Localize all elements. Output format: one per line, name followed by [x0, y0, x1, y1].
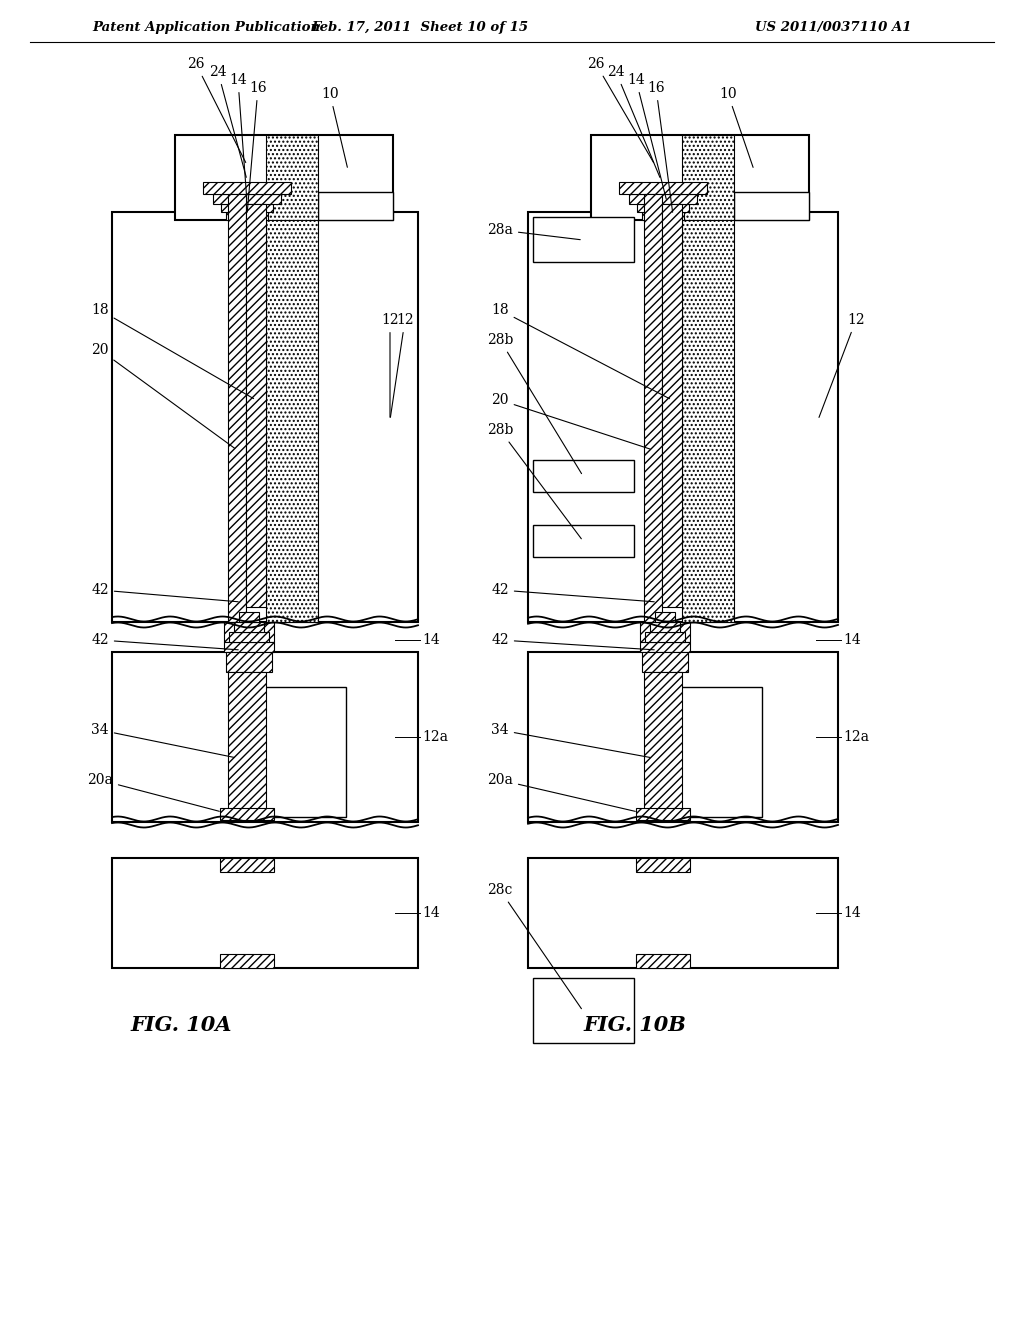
Bar [642, 652, 688, 672]
Text: 14: 14 [229, 73, 247, 199]
Text: 14: 14 [843, 634, 861, 647]
Bar [662, 205, 682, 607]
Bar [644, 672, 682, 812]
Bar [591, 135, 809, 220]
Text: FIG. 10A: FIG. 10A [130, 1015, 231, 1035]
Bar [534, 216, 634, 261]
Text: 28b: 28b [486, 422, 582, 539]
Bar [220, 954, 274, 968]
Bar [175, 135, 393, 220]
Bar [203, 182, 291, 194]
Text: 24: 24 [209, 65, 247, 177]
Bar [534, 978, 634, 1043]
Text: 42: 42 [492, 634, 654, 649]
Bar [239, 612, 259, 622]
Bar [220, 808, 274, 820]
Bar [636, 858, 690, 873]
Bar [636, 954, 690, 968]
Text: 12: 12 [819, 313, 865, 417]
Text: 18: 18 [492, 304, 670, 399]
Text: 20: 20 [492, 393, 650, 449]
Text: 28a: 28a [487, 223, 581, 240]
Bar [636, 808, 690, 820]
Bar [637, 205, 689, 213]
Bar [640, 622, 690, 642]
Text: 34: 34 [91, 723, 234, 758]
Text: 12: 12 [381, 313, 398, 417]
Text: 20: 20 [91, 343, 234, 449]
Text: Feb. 17, 2011  Sheet 10 of 15: Feb. 17, 2011 Sheet 10 of 15 [311, 21, 528, 33]
Text: 24: 24 [607, 65, 659, 177]
Text: Patent Application Publication: Patent Application Publication [92, 21, 321, 33]
Bar [220, 858, 274, 873]
Text: 26: 26 [187, 57, 246, 162]
Bar [734, 191, 809, 220]
Bar [645, 632, 685, 642]
Bar [528, 213, 838, 622]
Text: 26: 26 [587, 57, 653, 162]
Bar [650, 622, 680, 632]
Bar [682, 135, 734, 220]
Bar [534, 525, 634, 557]
Text: 18: 18 [91, 304, 254, 399]
Bar [228, 194, 246, 622]
Bar [221, 205, 273, 213]
Text: 16: 16 [647, 81, 673, 213]
Bar [213, 194, 281, 205]
Bar [682, 220, 734, 622]
Bar [229, 632, 269, 642]
Text: 10: 10 [719, 87, 753, 168]
Bar [644, 194, 662, 622]
Bar [234, 622, 264, 632]
Text: 16: 16 [247, 81, 267, 213]
Bar [640, 642, 690, 652]
Bar [655, 612, 675, 622]
Bar [226, 213, 268, 220]
Text: 28b: 28b [486, 333, 582, 474]
Text: 12a: 12a [422, 730, 449, 744]
Text: 12: 12 [390, 313, 414, 417]
Bar [112, 652, 418, 822]
Bar [112, 858, 418, 968]
Bar [534, 459, 634, 492]
Bar [266, 220, 318, 622]
Bar [618, 182, 707, 194]
Text: 34: 34 [492, 723, 650, 758]
Bar [266, 135, 318, 220]
Bar [528, 652, 838, 822]
Bar [228, 672, 266, 812]
Text: 10: 10 [322, 87, 347, 168]
Text: 42: 42 [91, 583, 239, 602]
Bar [318, 191, 393, 220]
Bar [224, 642, 274, 652]
Bar [629, 194, 697, 205]
Text: 42: 42 [91, 634, 239, 649]
Bar [528, 858, 838, 968]
Bar [642, 213, 684, 220]
Bar [226, 652, 272, 672]
Text: 20a: 20a [87, 774, 219, 812]
Text: 14: 14 [422, 906, 439, 920]
Bar [224, 622, 274, 642]
Text: 14: 14 [843, 906, 861, 920]
Text: 14: 14 [627, 73, 667, 199]
Text: 20a: 20a [487, 774, 635, 812]
Text: US 2011/0037110 A1: US 2011/0037110 A1 [755, 21, 911, 33]
Text: 14: 14 [422, 634, 439, 647]
Bar [261, 686, 346, 817]
Bar [246, 205, 266, 607]
Text: 12a: 12a [843, 730, 869, 744]
Bar [112, 213, 418, 622]
Text: FIG. 10B: FIG. 10B [583, 1015, 686, 1035]
Text: 42: 42 [492, 583, 654, 602]
Text: 28c: 28c [487, 883, 582, 1008]
Bar [677, 686, 762, 817]
